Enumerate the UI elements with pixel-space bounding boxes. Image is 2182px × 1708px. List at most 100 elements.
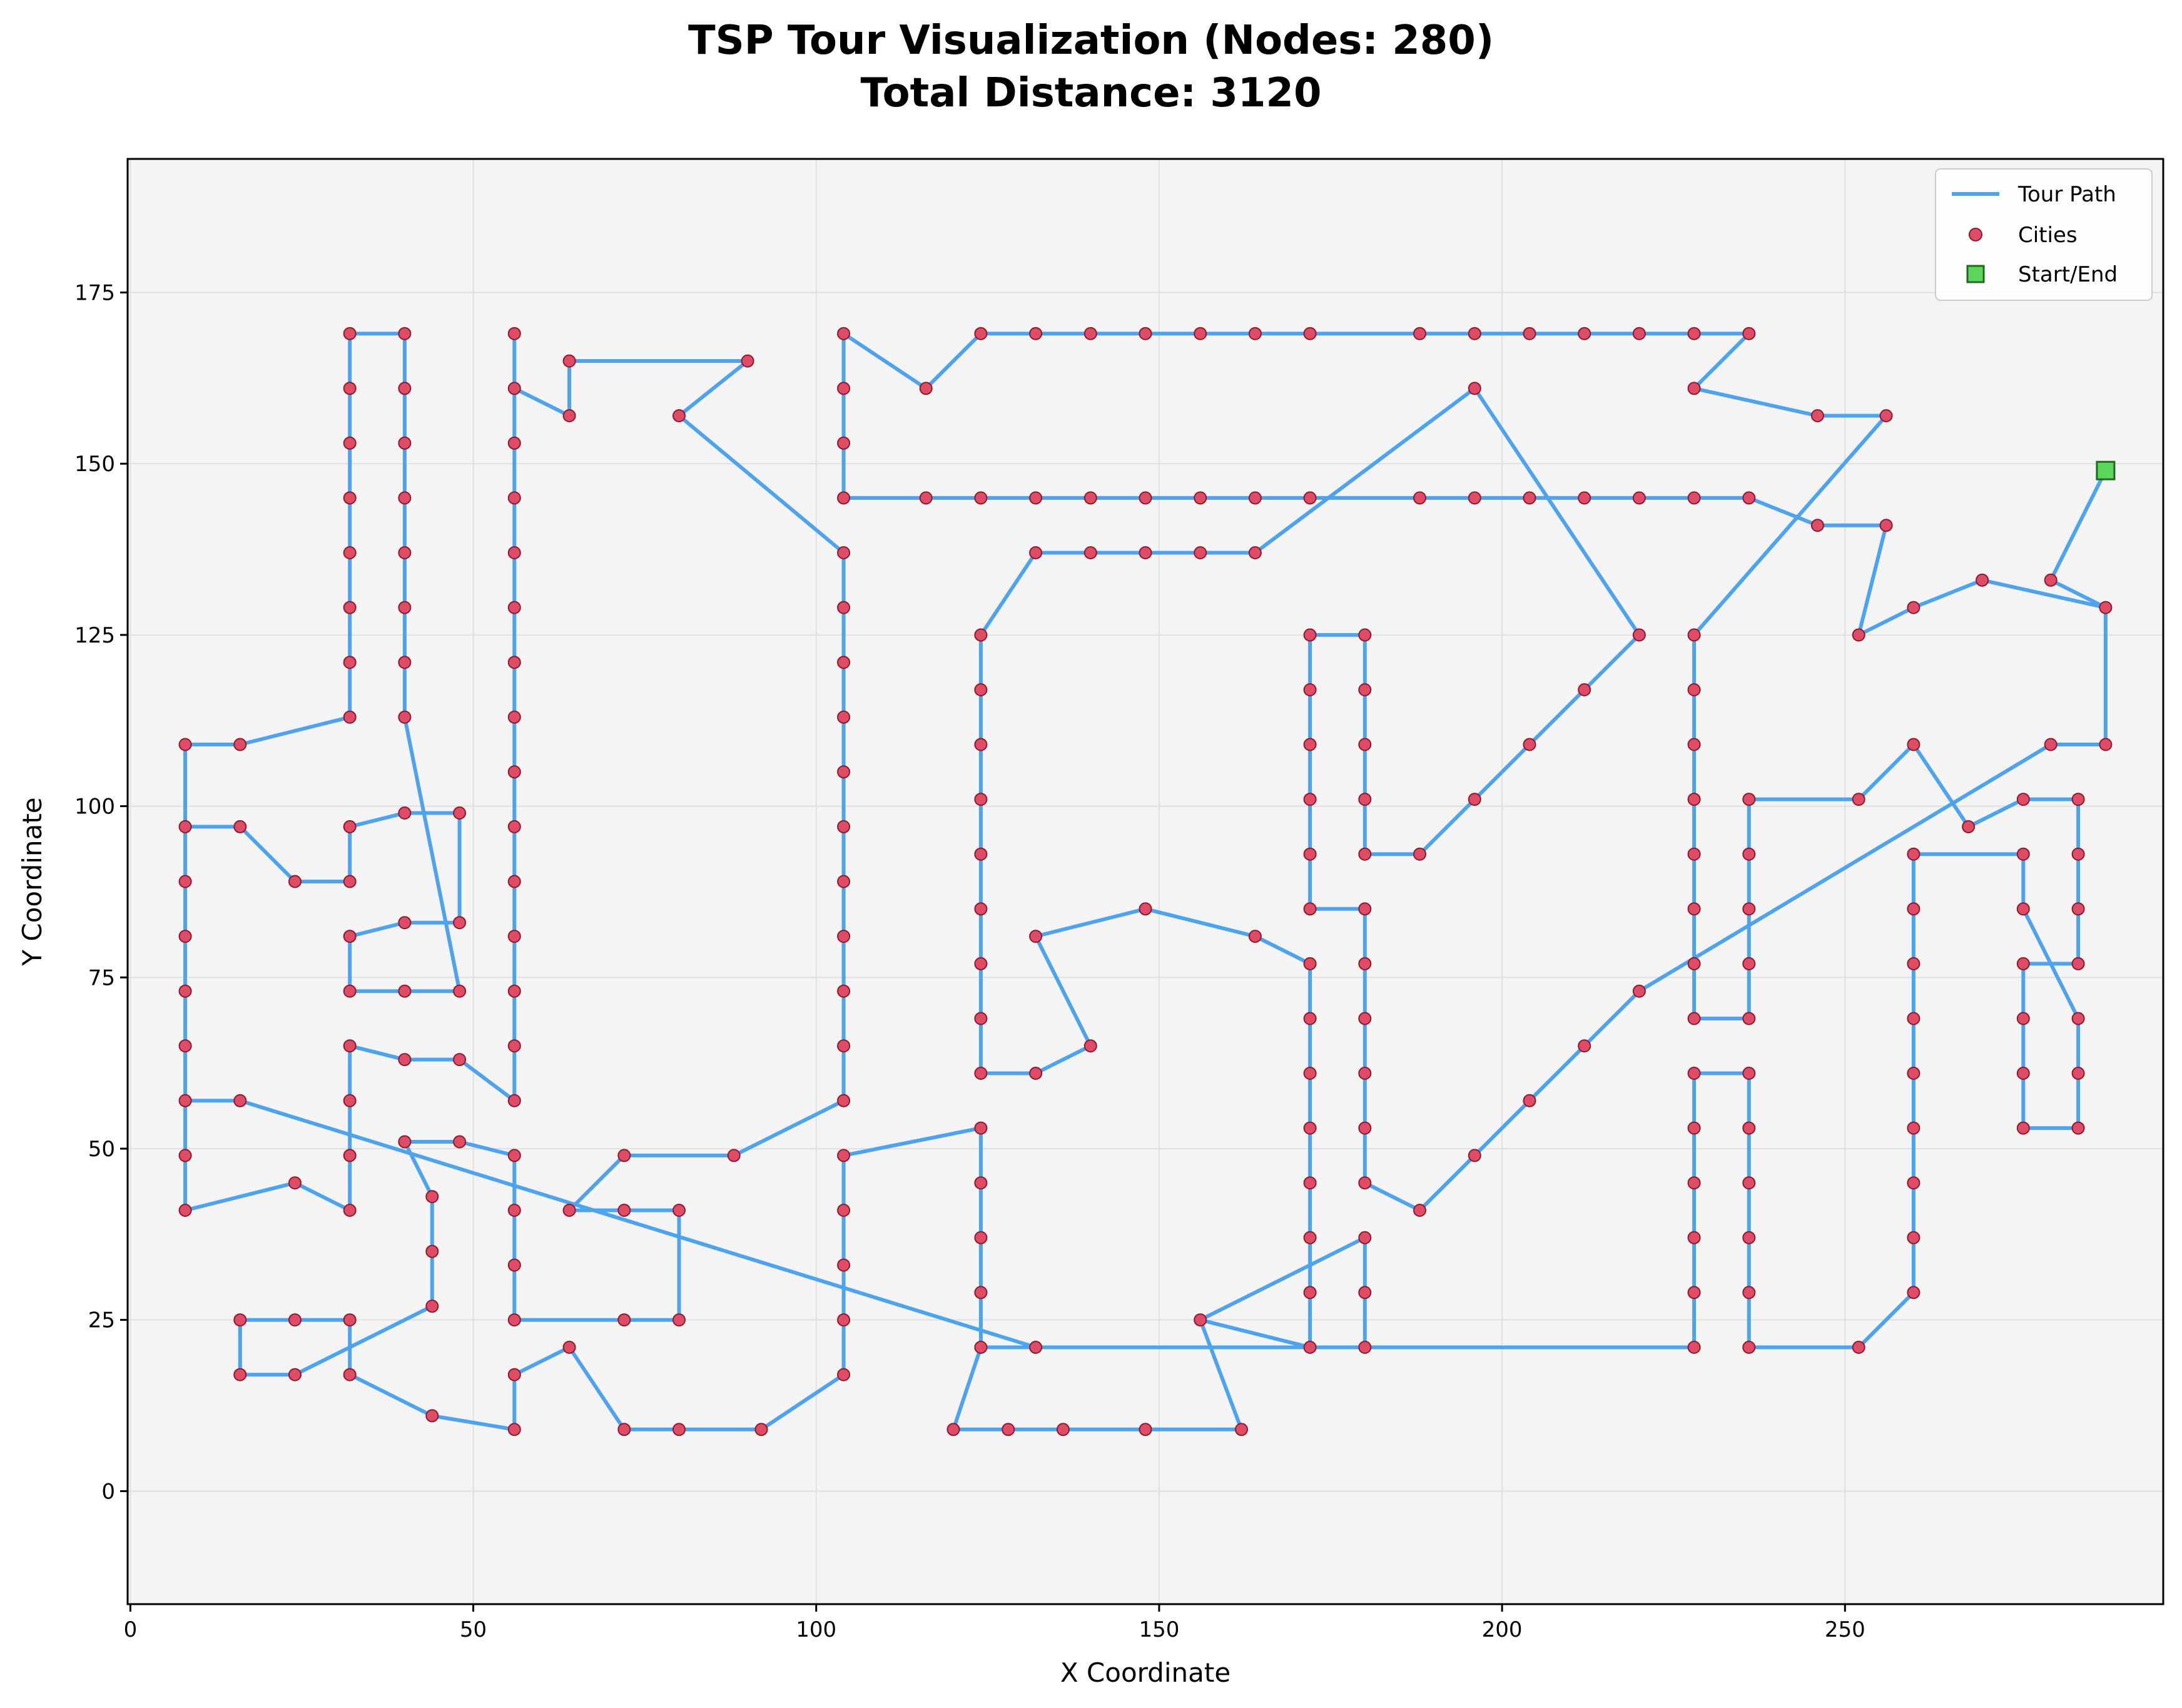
city-point bbox=[507, 820, 521, 833]
city-point bbox=[974, 628, 988, 642]
city-point bbox=[1303, 902, 1317, 916]
city-point bbox=[1742, 327, 1756, 340]
city-point bbox=[837, 601, 851, 614]
city-point bbox=[398, 1053, 412, 1067]
city-point bbox=[453, 1053, 467, 1067]
city-point bbox=[425, 1409, 439, 1423]
city-point bbox=[1578, 327, 1591, 340]
city-point bbox=[1578, 683, 1591, 696]
city-point bbox=[1303, 738, 1317, 751]
city-point bbox=[1742, 902, 1756, 916]
city-point bbox=[1742, 793, 1756, 806]
city-point bbox=[1358, 1286, 1372, 1299]
city-point bbox=[1303, 1231, 1317, 1244]
city-point bbox=[398, 916, 412, 930]
start-end-point bbox=[2096, 460, 2116, 480]
city-point bbox=[1248, 491, 1262, 505]
city-point bbox=[507, 1094, 521, 1107]
city-point bbox=[1810, 519, 1824, 532]
city-point bbox=[178, 984, 192, 998]
city-point bbox=[425, 1190, 439, 1204]
city-point bbox=[837, 436, 851, 450]
city-point bbox=[1907, 1067, 1921, 1080]
city-point bbox=[974, 738, 988, 751]
start-end-marker bbox=[2096, 460, 2116, 480]
city-point bbox=[837, 930, 851, 943]
city-point bbox=[1358, 902, 1372, 916]
city-point bbox=[1468, 491, 1481, 505]
city-point bbox=[2016, 1012, 2030, 1025]
y-tick-label: 150 bbox=[74, 452, 115, 477]
city-point bbox=[1962, 820, 1976, 833]
city-point bbox=[2099, 601, 2113, 614]
city-point bbox=[1139, 902, 1152, 916]
city-point bbox=[233, 738, 247, 751]
city-point bbox=[1976, 573, 1989, 587]
city-point bbox=[1029, 327, 1043, 340]
city-point bbox=[1248, 327, 1262, 340]
city-point bbox=[741, 354, 754, 368]
city-point bbox=[672, 1204, 686, 1217]
city-point bbox=[425, 1299, 439, 1313]
city-point bbox=[398, 710, 412, 724]
city-point bbox=[1907, 1231, 1921, 1244]
city-point bbox=[233, 1368, 247, 1381]
city-point bbox=[1029, 930, 1043, 943]
city-point bbox=[507, 546, 521, 559]
city-point bbox=[507, 875, 521, 888]
city-point bbox=[343, 930, 357, 943]
city-point bbox=[974, 902, 988, 916]
city-point bbox=[2071, 793, 2085, 806]
city-point bbox=[453, 806, 467, 820]
city-point bbox=[398, 601, 412, 614]
city-point bbox=[507, 656, 521, 669]
city-point bbox=[1907, 1176, 1921, 1190]
city-point bbox=[1523, 327, 1536, 340]
city-point bbox=[617, 1204, 631, 1217]
city-point bbox=[1303, 1012, 1317, 1025]
city-point bbox=[1029, 1341, 1043, 1354]
city-point bbox=[343, 1313, 357, 1327]
city-markers bbox=[178, 327, 2113, 1436]
legend-start-swatch bbox=[1966, 265, 1985, 283]
city-point bbox=[974, 957, 988, 970]
city-point bbox=[1907, 601, 1921, 614]
city-point bbox=[507, 491, 521, 505]
city-point bbox=[1907, 1012, 1921, 1025]
city-point bbox=[1687, 1341, 1701, 1354]
city-point bbox=[1742, 1012, 1756, 1025]
city-point bbox=[1632, 327, 1646, 340]
city-point bbox=[1029, 546, 1043, 559]
y-tick-label: 75 bbox=[88, 965, 115, 990]
grid-lines bbox=[128, 159, 2163, 1604]
city-point bbox=[1852, 793, 1865, 806]
city-point bbox=[1687, 1121, 1701, 1135]
city-point bbox=[919, 491, 933, 505]
city-point bbox=[1687, 1012, 1701, 1025]
city-point bbox=[2016, 1121, 2030, 1135]
city-point bbox=[1303, 1176, 1317, 1190]
city-point bbox=[1358, 1012, 1372, 1025]
city-point bbox=[507, 1039, 521, 1053]
legend-tour-label: Tour Path bbox=[2017, 182, 2116, 207]
city-point bbox=[1907, 1121, 1921, 1135]
city-point bbox=[343, 820, 357, 833]
city-point bbox=[1358, 1341, 1372, 1354]
city-point bbox=[343, 382, 357, 395]
city-point bbox=[1248, 930, 1262, 943]
city-point bbox=[974, 1231, 988, 1244]
x-tick-label: 0 bbox=[124, 1617, 138, 1642]
city-point bbox=[1083, 491, 1097, 505]
city-point bbox=[343, 1204, 357, 1217]
city-point bbox=[288, 875, 302, 888]
city-point bbox=[1029, 1067, 1043, 1080]
city-point bbox=[1194, 491, 1207, 505]
city-point bbox=[1523, 1094, 1536, 1107]
city-point bbox=[1852, 1341, 1865, 1354]
city-point bbox=[1303, 628, 1317, 642]
city-point bbox=[1413, 327, 1426, 340]
city-point bbox=[2044, 738, 2058, 751]
city-point bbox=[1523, 491, 1536, 505]
city-point bbox=[425, 1244, 439, 1258]
y-axis-label: Y Coordinate bbox=[17, 797, 48, 966]
